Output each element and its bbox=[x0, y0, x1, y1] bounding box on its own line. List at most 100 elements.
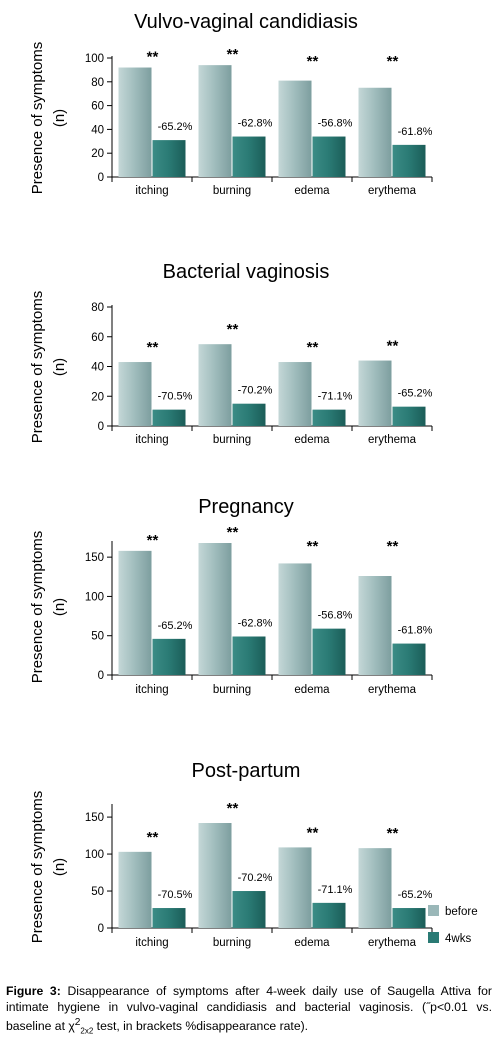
panel3-y-tick-label: 150 bbox=[85, 552, 104, 564]
panel3-y-tick-label: 0 bbox=[98, 670, 104, 682]
legend-swatch-4wks bbox=[428, 932, 439, 943]
panel1-x-tick-label: itching bbox=[135, 185, 168, 197]
panel2-bar-before bbox=[358, 360, 392, 426]
panel1-y-tick-label: 60 bbox=[91, 101, 104, 113]
panel1-bar-4wks bbox=[392, 144, 426, 177]
panel3-bar-4wks bbox=[232, 636, 266, 675]
panel2-y-tick-label: 60 bbox=[91, 332, 104, 344]
panel4-data-label: -70.5% bbox=[158, 889, 193, 901]
panel3-data-label: -61.8% bbox=[398, 625, 433, 637]
panel4-data-label: -71.1% bbox=[318, 884, 353, 896]
panel4-x-tick-label: itching bbox=[135, 937, 168, 949]
caption-label: Figure 3: bbox=[6, 984, 61, 998]
panel4-ylabel: Presence of symptoms (n) bbox=[29, 791, 68, 944]
panel3-significance-mark: ** bbox=[227, 524, 239, 541]
panel3-bar-before bbox=[278, 563, 312, 675]
panel4-data-label: -65.2% bbox=[398, 889, 433, 901]
caption-sub: 2x2 bbox=[80, 1026, 94, 1036]
panel1-y-tick-label: 0 bbox=[98, 172, 104, 184]
panel1-data-label: -61.8% bbox=[398, 126, 433, 138]
panel1-significance-mark: ** bbox=[147, 49, 159, 66]
panel4-y-tick-label: 0 bbox=[98, 923, 104, 935]
panel1-x-tick-label: burning bbox=[213, 185, 251, 197]
panel4-y-tick-label: 100 bbox=[85, 849, 104, 861]
panel1-data-label: -56.8% bbox=[318, 118, 353, 130]
panel3-y-tick-label: 100 bbox=[85, 591, 104, 603]
panel1-y-tick-label: 40 bbox=[91, 124, 104, 136]
panel1-data-label: -62.8% bbox=[238, 118, 273, 130]
panel2-significance-mark: ** bbox=[227, 321, 239, 338]
panel4-significance-mark: ** bbox=[307, 824, 319, 841]
panel4-bar-4wks bbox=[152, 908, 186, 928]
panel4-bar-before bbox=[358, 848, 392, 928]
panel3-x-tick-label: erythema bbox=[368, 684, 417, 696]
panel4-significance-mark: ** bbox=[147, 829, 159, 846]
panel2-significance-mark: ** bbox=[307, 339, 319, 356]
panel1-bar-before bbox=[198, 65, 232, 177]
panel4-bar-4wks bbox=[312, 902, 346, 928]
figure-caption: Figure 3: Disappearance of symptoms afte… bbox=[6, 983, 492, 1040]
caption-tail: test, in brackets %disappearance rate). bbox=[93, 1019, 309, 1034]
panel4-bar-before bbox=[198, 823, 232, 928]
panel1-x-tick-label: erythema bbox=[368, 185, 417, 197]
panel3-title: Pregnancy bbox=[198, 496, 294, 518]
panel3-significance-mark: ** bbox=[147, 532, 159, 549]
panel4-bar-4wks bbox=[232, 891, 266, 928]
panel2-bar-before bbox=[198, 344, 232, 426]
panel4-y-tick-label: 150 bbox=[85, 812, 104, 824]
panel1-title: Vulvo-vaginal candidiasis bbox=[134, 11, 358, 33]
panel2-bar-4wks bbox=[152, 409, 186, 426]
panel3-bar-4wks bbox=[392, 643, 426, 675]
panel2-data-label: -71.1% bbox=[318, 391, 353, 403]
panel1-bar-before bbox=[278, 80, 312, 177]
panel3-ylabel: Presence of symptoms (n) bbox=[29, 531, 68, 684]
panel2-x-tick-label: burning bbox=[213, 434, 251, 446]
panel2-bar-before bbox=[278, 362, 312, 426]
panel2-bar-4wks bbox=[392, 406, 426, 426]
panel4-title: Post-partum bbox=[192, 760, 301, 782]
panel1-significance-mark: ** bbox=[387, 53, 399, 70]
panel3-data-label: -62.8% bbox=[238, 618, 273, 630]
panel2-y-tick-label: 20 bbox=[91, 391, 104, 403]
panel2-y-tick-label: 80 bbox=[91, 302, 104, 314]
panel3-bar-before bbox=[198, 543, 232, 675]
panel4-y-tick-label: 50 bbox=[91, 886, 104, 898]
panel3-y-tick-label: 50 bbox=[91, 631, 104, 643]
panel4-significance-mark: ** bbox=[227, 800, 239, 817]
panel3-data-label: -56.8% bbox=[318, 610, 353, 622]
panel1-y-tick-label: 80 bbox=[91, 77, 104, 89]
panel4-data-label: -70.2% bbox=[238, 872, 273, 884]
panel2-x-tick-label: edema bbox=[294, 434, 330, 446]
panel2-data-label: -70.2% bbox=[238, 385, 273, 397]
panel4-bar-before bbox=[118, 851, 152, 928]
panel3-x-tick-label: itching bbox=[135, 684, 168, 696]
panel3-x-tick-label: burning bbox=[213, 684, 251, 696]
panel1-y-tick-label: 100 bbox=[85, 53, 104, 65]
legend-swatch-before bbox=[428, 905, 439, 916]
panel1-y-tick-label: 20 bbox=[91, 148, 104, 160]
panel4-significance-mark: ** bbox=[387, 825, 399, 842]
panel1-bar-4wks bbox=[152, 140, 186, 177]
panel1-bar-4wks bbox=[232, 136, 266, 177]
panel1-x-tick-label: edema bbox=[294, 185, 330, 197]
panel2-bar-before bbox=[118, 362, 152, 426]
panel4-x-tick-label: erythema bbox=[368, 937, 417, 949]
panel1-data-label: -65.2% bbox=[158, 121, 193, 133]
panel2-significance-mark: ** bbox=[147, 339, 159, 356]
panel1-significance-mark: ** bbox=[307, 53, 319, 70]
panel2-y-tick-label: 40 bbox=[91, 362, 104, 374]
panel3-bar-4wks bbox=[312, 628, 346, 675]
panel3-significance-mark: ** bbox=[307, 538, 319, 555]
legend-label-before: before bbox=[445, 906, 478, 918]
panel2-x-tick-label: itching bbox=[135, 434, 168, 446]
panel2-title: Bacterial vaginosis bbox=[163, 261, 330, 283]
panel1-bar-before bbox=[118, 67, 152, 177]
panel1-bar-before bbox=[358, 87, 392, 177]
panel1-ylabel: Presence of symptoms (n) bbox=[29, 42, 68, 195]
figure-canvas: Vulvo-vaginal candidiasis Presence of sym… bbox=[29, 11, 478, 949]
panel2-bar-4wks bbox=[312, 409, 346, 426]
panel3-bar-before bbox=[118, 550, 152, 675]
panel4-bar-before bbox=[278, 847, 312, 928]
panel3-bar-before bbox=[358, 576, 392, 675]
panel3-data-label: -65.2% bbox=[158, 620, 193, 632]
